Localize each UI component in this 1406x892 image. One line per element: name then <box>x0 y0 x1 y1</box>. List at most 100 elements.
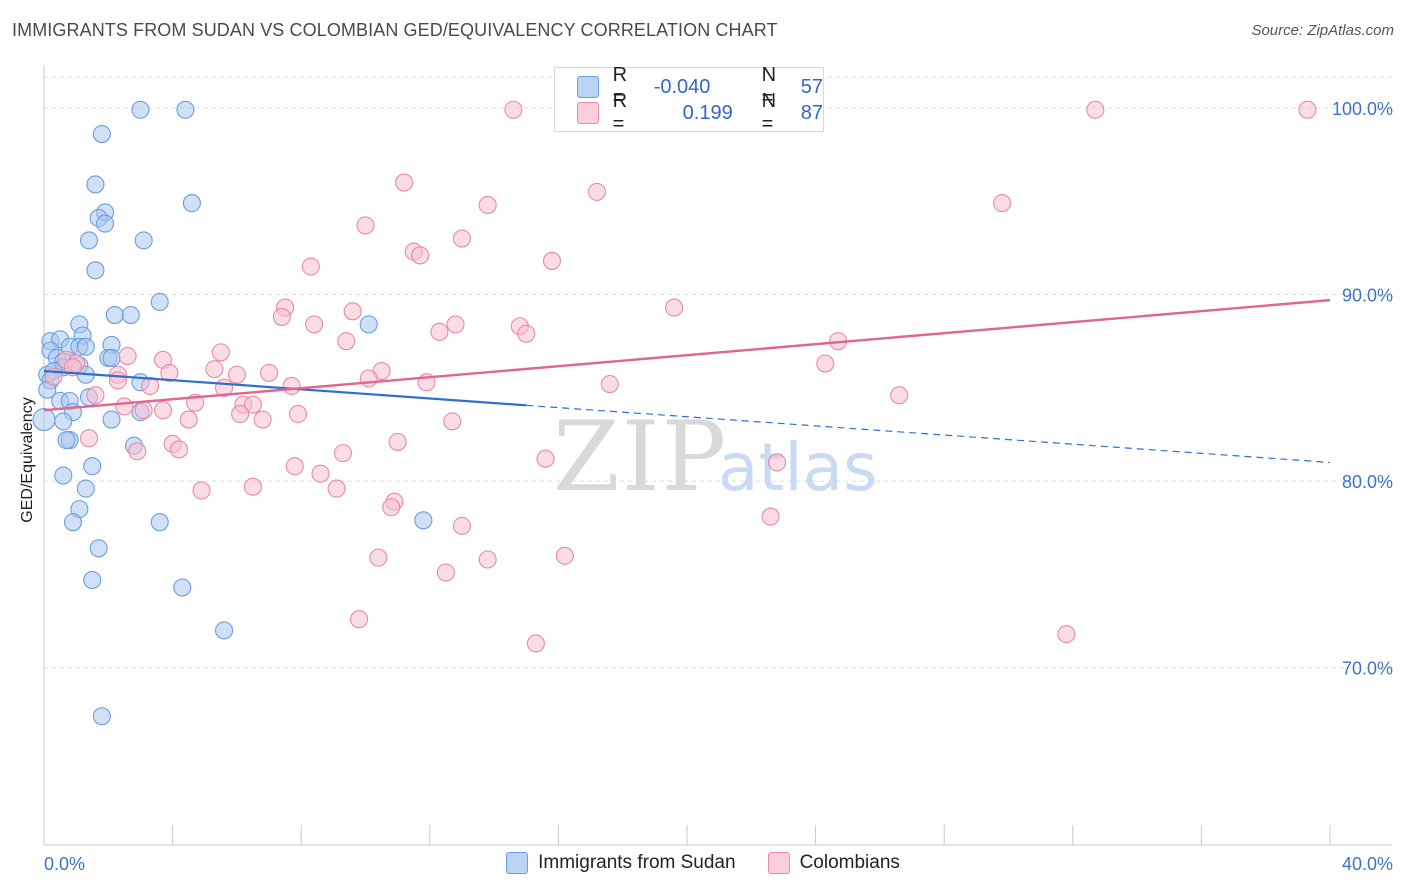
point-sudan <box>105 305 124 325</box>
point-colombians <box>153 401 173 420</box>
legend-n-value: 87 <box>800 101 823 124</box>
point-colombians <box>211 343 230 362</box>
point-sudan <box>76 479 95 498</box>
point-sudan <box>79 231 99 250</box>
point-colombians <box>285 457 304 476</box>
trend-line-sudan-projection <box>526 404 1331 464</box>
point-sudan <box>150 292 169 312</box>
watermark-atlas: atlas <box>718 429 878 506</box>
point-sudan <box>121 305 140 325</box>
point-colombians <box>517 324 536 343</box>
point-sudan <box>54 466 73 485</box>
point-colombians <box>179 410 198 429</box>
point-colombians <box>436 563 455 582</box>
point-colombians <box>79 429 99 448</box>
y-tick-label: 80.0% <box>1342 472 1393 492</box>
watermark-zip: ZIP <box>553 401 728 513</box>
point-sudan <box>83 457 102 476</box>
chart-title: IMMIGRANTS FROM SUDAN VS COLOMBIAN GED/E… <box>12 20 778 40</box>
legend-r-value: -0.040 <box>653 75 711 98</box>
point-colombians <box>356 216 375 235</box>
legend-n-value: 57 <box>800 75 823 98</box>
axes <box>43 65 1392 846</box>
point-colombians <box>382 498 401 517</box>
legend-item-sudan[interactable]: Immigrants from Sudan <box>506 852 736 874</box>
point-colombians <box>243 477 263 496</box>
point-colombians <box>243 395 263 414</box>
correlation-legend: R = -0.040 N = 57 R = 0.199 N = 87 <box>554 64 824 135</box>
point-colombians <box>227 365 246 384</box>
point-colombians <box>1086 100 1105 119</box>
legend-label-sudan: Immigrants from Sudan <box>538 852 736 873</box>
legend-swatch-blue <box>577 76 599 98</box>
legend-r-value: 0.199 <box>682 101 733 124</box>
point-colombians <box>115 397 134 416</box>
point-colombians <box>388 432 407 451</box>
point-sudan <box>359 315 378 334</box>
point-colombians <box>128 442 147 461</box>
point-colombians <box>555 546 574 565</box>
point-colombians <box>665 298 684 317</box>
point-colombians <box>86 386 105 405</box>
point-colombians <box>327 479 346 498</box>
point-sudan <box>150 513 169 532</box>
point-colombians <box>301 257 320 276</box>
point-colombians <box>452 229 472 248</box>
legend-r-label: R = <box>612 90 628 135</box>
point-colombians <box>816 354 835 373</box>
trend-line-sudan <box>43 369 527 407</box>
y-tick-label: 90.0% <box>1342 286 1393 306</box>
point-colombians <box>767 453 787 472</box>
point-colombians <box>890 386 909 405</box>
legend-item-colombians[interactable]: Colombians <box>767 852 900 874</box>
point-colombians <box>350 610 369 629</box>
point-sudan <box>86 175 105 194</box>
point-sudan <box>176 100 195 119</box>
gridlines <box>44 76 1392 669</box>
source-label: Source: ZipAtlas.com <box>1251 22 1394 39</box>
point-colombians <box>205 360 224 379</box>
point-colombians <box>259 363 279 382</box>
watermark: ZIP atlas <box>553 401 878 513</box>
point-colombians <box>141 376 160 396</box>
point-sudan <box>57 431 76 450</box>
point-colombians <box>478 550 497 569</box>
point-colombians <box>411 246 430 265</box>
y-tick-label: 100.0% <box>1332 99 1393 119</box>
point-colombians <box>443 412 462 431</box>
point-colombians <box>118 347 137 366</box>
point-sudan <box>83 570 102 590</box>
point-colombians <box>311 464 330 483</box>
point-colombians <box>169 440 189 459</box>
x-tick-label-max: 40.0% <box>1342 854 1393 874</box>
point-colombians <box>993 194 1012 213</box>
point-colombians <box>587 182 607 201</box>
point-colombians <box>430 322 449 341</box>
point-colombians <box>231 404 250 423</box>
legend-swatch-pink <box>577 102 599 124</box>
point-colombians <box>272 307 291 326</box>
point-colombians <box>305 315 324 334</box>
point-sudan <box>182 194 201 213</box>
legend-r-label: R = <box>612 64 628 109</box>
point-colombians <box>395 173 414 192</box>
point-colombians <box>282 376 301 396</box>
point-colombians <box>160 363 179 382</box>
point-colombians <box>452 516 472 535</box>
trend-lines <box>43 298 1331 464</box>
point-sudan <box>134 231 153 250</box>
legend-n-label: N = <box>761 90 777 135</box>
point-sudan <box>173 578 192 597</box>
point-sudan <box>414 511 433 530</box>
point-sudan <box>86 261 105 280</box>
point-colombians <box>333 444 353 463</box>
point-colombians <box>369 548 388 567</box>
point-colombians <box>542 251 562 270</box>
point-sudan <box>214 621 234 640</box>
point-colombians <box>253 410 272 429</box>
point-colombians <box>504 100 523 119</box>
point-sudan <box>89 539 108 558</box>
x-tick-label-min: 0.0% <box>44 854 85 874</box>
point-sudan <box>32 407 56 432</box>
